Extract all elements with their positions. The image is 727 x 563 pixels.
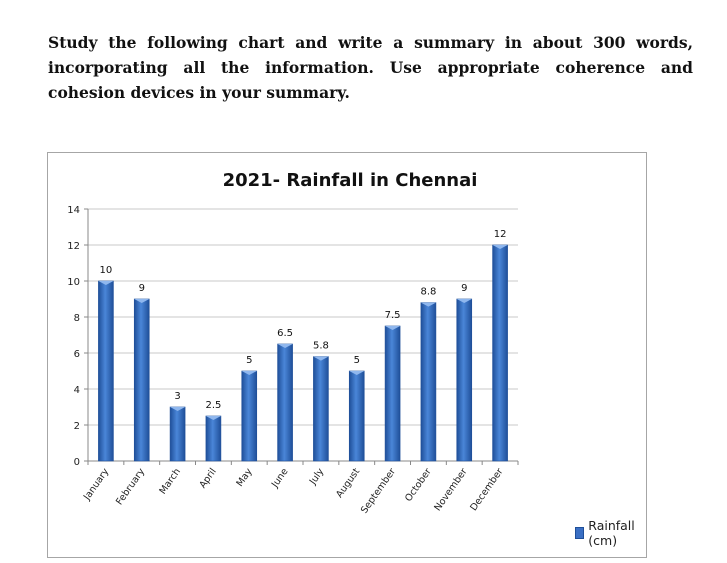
data-label: 6.5 <box>277 328 293 339</box>
bar <box>133 298 150 462</box>
legend-swatch <box>575 527 585 539</box>
y-tick-label: 2 <box>74 421 80 432</box>
question-prompt: Study the following chart and write a su… <box>48 33 693 102</box>
y-tick-label: 14 <box>67 205 80 216</box>
bar <box>420 302 437 462</box>
y-tick-label: 10 <box>67 277 80 288</box>
x-tick-label: May <box>234 466 254 489</box>
x-tick-label: September <box>359 466 398 515</box>
bar-top-highlight <box>277 344 293 348</box>
bar <box>277 343 293 462</box>
bar-top-highlight <box>492 245 508 249</box>
x-tick-label: August <box>334 466 362 500</box>
bar-top-highlight <box>420 302 436 307</box>
data-label: 8.8 <box>420 287 436 298</box>
bar <box>492 244 508 462</box>
y-tick-label: 8 <box>74 313 80 324</box>
x-tick-label: October <box>403 466 434 504</box>
bar-chart: 2021- Rainfall in Chennai 0 2 4 6 8 10 12 14 10… <box>67 170 519 516</box>
y-tick-label: 4 <box>74 385 80 396</box>
bar-top-highlight <box>205 416 221 420</box>
x-tick-label: April <box>197 466 218 490</box>
data-label: 5.8 <box>313 341 329 352</box>
x-tick-label: July <box>307 466 327 487</box>
bar <box>348 370 365 462</box>
data-label: 2.5 <box>205 400 221 411</box>
bar-top-highlight <box>456 299 472 303</box>
data-label: 7.5 <box>385 310 401 321</box>
data-label: 12 <box>494 229 507 240</box>
bar-top-highlight <box>170 407 186 411</box>
x-tick-label: December <box>468 466 505 513</box>
legend-label: Rainfall (cm) <box>588 518 635 548</box>
data-label: 5 <box>246 355 252 366</box>
x-tick-label: January <box>81 466 111 503</box>
data-label: 9 <box>139 283 145 294</box>
chart-frame: 2021- Rainfall in Chennai 0 2 4 6 8 10 12 14 10… <box>47 152 647 558</box>
chart-legend: Rainfall (cm) <box>575 518 646 548</box>
data-label: 9 <box>461 283 467 294</box>
bar <box>313 356 329 462</box>
chart-title: 2021- Rainfall in Chennai <box>223 170 478 191</box>
bar-top-highlight <box>385 326 401 330</box>
bar <box>241 370 258 462</box>
x-tick-label: March <box>157 466 183 496</box>
bar <box>98 280 114 462</box>
bar <box>456 298 473 462</box>
y-tick-label: 12 <box>67 241 80 252</box>
y-tick-label: 0 <box>74 457 80 468</box>
bar <box>169 406 186 462</box>
bar-top-highlight <box>313 356 329 361</box>
y-tick-label: 6 <box>74 349 80 360</box>
bar-top-highlight <box>98 281 114 285</box>
data-label: 5 <box>354 355 360 366</box>
bar <box>205 415 222 462</box>
x-tick-label: November <box>432 466 469 513</box>
bar-top-highlight <box>241 371 257 375</box>
bar <box>384 325 401 462</box>
x-tick-label: February <box>114 466 147 507</box>
data-label: 10 <box>100 265 113 276</box>
bar-top-highlight <box>134 299 150 303</box>
data-label: 3 <box>174 391 180 402</box>
x-tick-label: June <box>269 466 291 490</box>
bar-top-highlight <box>349 371 365 375</box>
